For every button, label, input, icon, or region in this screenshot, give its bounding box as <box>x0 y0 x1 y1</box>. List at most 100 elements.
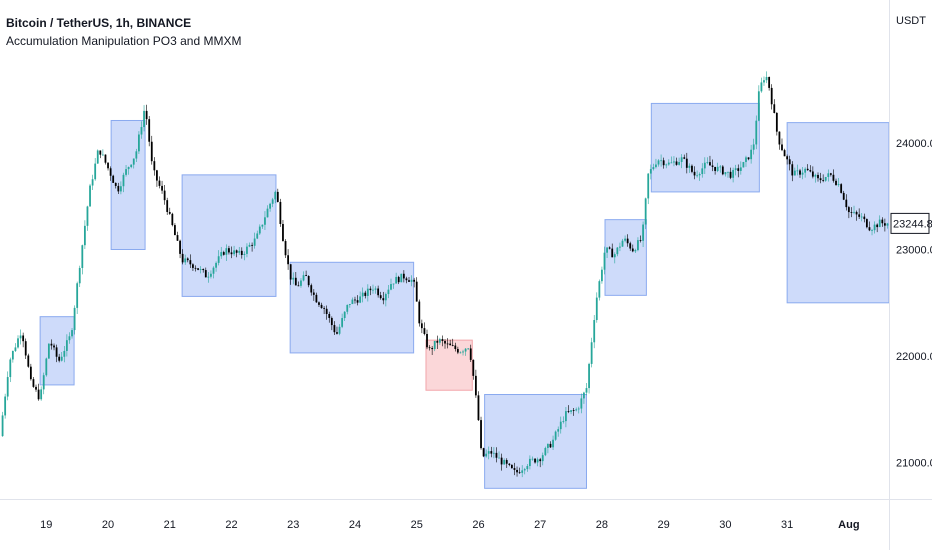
candle-189 <box>487 446 490 460</box>
candle-220 <box>567 405 570 414</box>
candle-313 <box>806 164 809 171</box>
candle-244 <box>629 241 632 251</box>
candle-329 <box>847 205 850 219</box>
candle-55 <box>143 105 145 132</box>
candle-47 <box>122 172 125 193</box>
candle-146 <box>377 285 380 298</box>
candle-214 <box>552 435 554 451</box>
candle-173 <box>446 338 449 349</box>
candle-223 <box>575 407 578 412</box>
candle-164 <box>423 322 426 336</box>
candle-0 <box>1 411 4 437</box>
candle-314 <box>809 165 812 173</box>
candle-58 <box>150 135 153 165</box>
candle-67 <box>174 223 176 236</box>
candle-180 <box>464 348 467 356</box>
candle-237 <box>611 243 614 258</box>
candle-324 <box>835 178 837 186</box>
candle-288 <box>742 161 745 168</box>
candle-94 <box>243 251 246 261</box>
candle-134 <box>346 304 349 315</box>
candle-207 <box>534 458 536 464</box>
candle-102 <box>264 211 266 230</box>
candle-20 <box>53 343 55 351</box>
candle-172 <box>444 339 446 349</box>
candle-150 <box>387 285 390 299</box>
candle-49 <box>127 166 130 175</box>
candle-285 <box>734 164 737 176</box>
candle-336 <box>865 218 868 229</box>
candle-92 <box>238 246 241 255</box>
candle-344 <box>886 222 889 229</box>
candle-252 <box>649 164 652 180</box>
candle-36 <box>94 158 97 181</box>
indicator-name[interactable]: Accumulation Manipulation PO3 and MMXM <box>6 34 242 48</box>
candle-97 <box>251 242 253 252</box>
candle-230 <box>593 315 596 349</box>
candle-8 <box>22 332 25 348</box>
candle-310 <box>799 168 801 178</box>
candle-211 <box>544 446 547 457</box>
candle-137 <box>354 296 356 304</box>
candle-44 <box>114 182 117 189</box>
candle-59 <box>153 157 156 176</box>
candle-149 <box>384 292 387 307</box>
candle-69 <box>179 239 181 259</box>
candle-303 <box>781 138 783 152</box>
candle-82 <box>212 266 215 279</box>
candle-26 <box>68 332 71 344</box>
symbol-title[interactable]: Bitcoin / TetherUS, 1h, BINANCE <box>6 16 192 30</box>
candle-256 <box>660 154 662 167</box>
accumulation-box-8 <box>786 122 890 304</box>
candle-15 <box>40 386 43 401</box>
candle-278 <box>716 162 719 173</box>
candle-113 <box>292 272 295 285</box>
candle-308 <box>793 167 796 176</box>
candle-73 <box>189 254 192 268</box>
candle-255 <box>657 159 660 167</box>
candle-235 <box>606 247 608 259</box>
candle-42 <box>109 166 112 181</box>
candle-263 <box>678 157 680 166</box>
candle-175 <box>451 338 454 347</box>
candle-229 <box>590 337 593 368</box>
candle-316 <box>814 173 817 183</box>
candle-10 <box>27 353 30 368</box>
x-tick-label-11: 30 <box>719 519 731 531</box>
candle-98 <box>253 232 256 249</box>
candle-342 <box>881 217 884 227</box>
candle-280 <box>721 165 724 176</box>
candle-168 <box>433 340 436 352</box>
candle-54 <box>140 121 143 139</box>
candle-291 <box>750 144 753 164</box>
candle-106 <box>274 190 277 204</box>
candle-208 <box>536 457 539 467</box>
candle-331 <box>853 205 855 215</box>
x-tick-label-13: Aug <box>838 519 859 531</box>
candle-186 <box>480 416 482 450</box>
candle-177 <box>456 346 459 355</box>
candle-166 <box>428 345 431 351</box>
candle-14 <box>37 383 40 401</box>
candle-219 <box>565 407 567 428</box>
candle-28 <box>73 305 76 335</box>
candle-62 <box>161 180 163 194</box>
candle-231 <box>595 292 598 323</box>
candle-282 <box>727 171 729 178</box>
candle-215 <box>554 430 557 441</box>
x-tick-label-0: 19 <box>40 519 52 531</box>
candle-35 <box>91 174 94 190</box>
candle-286 <box>737 164 740 178</box>
candle-330 <box>850 207 853 218</box>
candle-40 <box>104 154 107 165</box>
candle-315 <box>811 166 814 179</box>
candle-187 <box>482 447 485 458</box>
candle-153 <box>395 272 398 284</box>
candle-34 <box>89 183 91 207</box>
candle-238 <box>613 252 616 264</box>
y-tick-label-3: 21000.00 <box>896 458 932 470</box>
candle-249 <box>642 221 644 248</box>
candle-217 <box>559 416 562 434</box>
